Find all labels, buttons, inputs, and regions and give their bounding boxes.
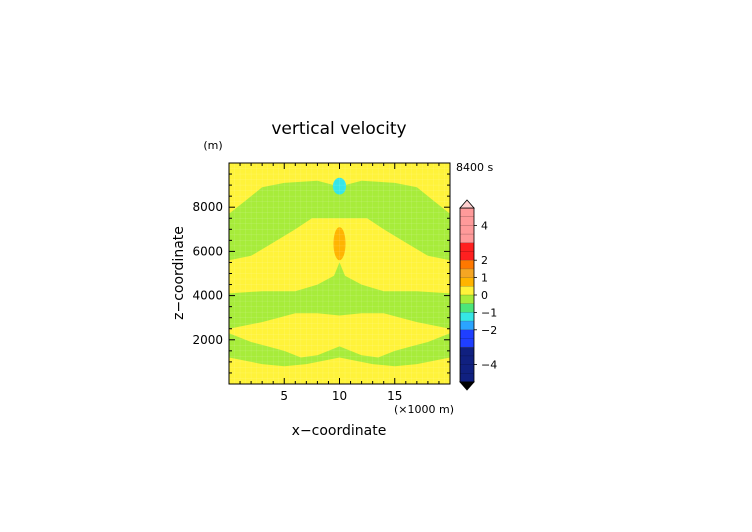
colorbar-swatch [460,260,474,269]
x-unit-label: (×1000 m) [394,403,454,416]
field-region-5 [332,177,347,195]
time-label: 8400 s [456,161,493,174]
y-tick-label: 6000 [192,244,223,258]
colorbar-over-triangle [459,199,475,209]
plot-area: 5 10 15 2000 4000 6000 8000 [192,162,451,403]
colorbar-swatch [460,277,474,287]
colorbar-swatch [460,321,474,330]
chart-title: vertical velocity [271,119,406,139]
colorbar-swatch [460,286,474,295]
colorbar-label: −1 [481,306,497,319]
colorbar-under-triangle [459,381,475,391]
y-tick-label: 2000 [192,333,223,347]
field-region-3 [315,315,364,338]
colorbar-label: −4 [481,359,497,372]
field-region-4 [333,227,346,261]
field-region-0 [229,180,450,261]
colorbar-swatch [460,242,474,261]
x-axis-label: x−coordinate [292,423,387,439]
x-tick-label: 10 [332,389,347,403]
x-tick-label: 5 [280,389,288,403]
colorbar-label: 2 [481,254,488,267]
colorbar-label: −2 [481,324,497,337]
colorbar-swatch [460,268,474,278]
y-unit-label: (m) [203,139,222,152]
colorbar-swatch [460,329,474,348]
y-axis-label: z−coordinate [171,226,187,320]
colorbar-swatch [460,208,474,243]
colorbar-swatch [460,347,474,382]
colorbar-swatch [460,303,474,313]
colorbar: 4 2 1 0 −1 −2 −4 [459,199,497,391]
colorbar-swatch [460,312,474,322]
field-region-2 [229,333,450,367]
colorbar-label: 0 [481,289,488,302]
colorbar-label: 4 [481,219,488,232]
x-tick-label: 15 [387,389,402,403]
field-region-1 [229,262,450,329]
colorbar-label: 1 [481,272,488,285]
y-tick-label: 8000 [192,200,223,214]
colorbar-swatch [460,295,474,304]
y-tick-label: 4000 [192,289,223,303]
